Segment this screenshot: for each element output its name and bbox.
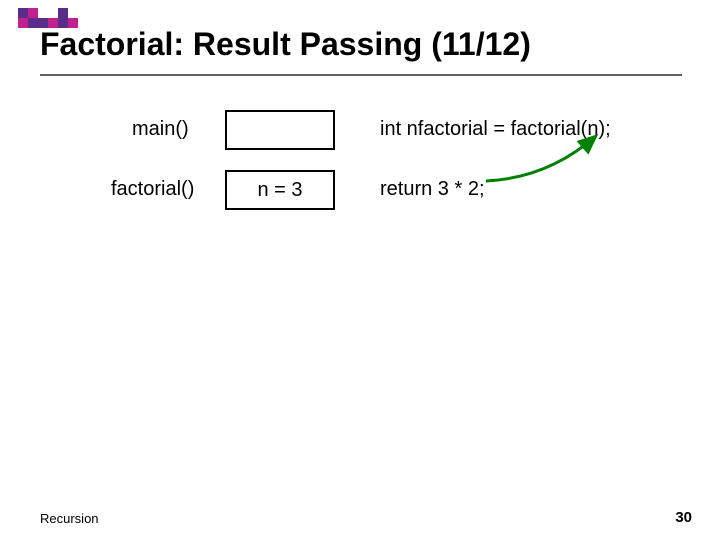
return-arrow [478,126,618,186]
logo-square [18,18,28,28]
logo-square [28,18,38,28]
title-underline [40,74,682,76]
footer-right: 30 [675,509,692,526]
row2-box-value: n = 3 [257,179,302,202]
logo-square [18,8,28,18]
row1-label: main() [132,118,189,141]
row2-code: return 3 * 2; [380,178,485,201]
row2-label: factorial() [111,178,194,201]
slide-title: Factorial: Result Passing (11/12) [40,26,531,63]
logo-square [58,8,68,18]
row1-box [225,110,335,150]
row2-box: n = 3 [225,170,335,210]
footer-left: Recursion [40,511,99,526]
logo-square [28,8,38,18]
